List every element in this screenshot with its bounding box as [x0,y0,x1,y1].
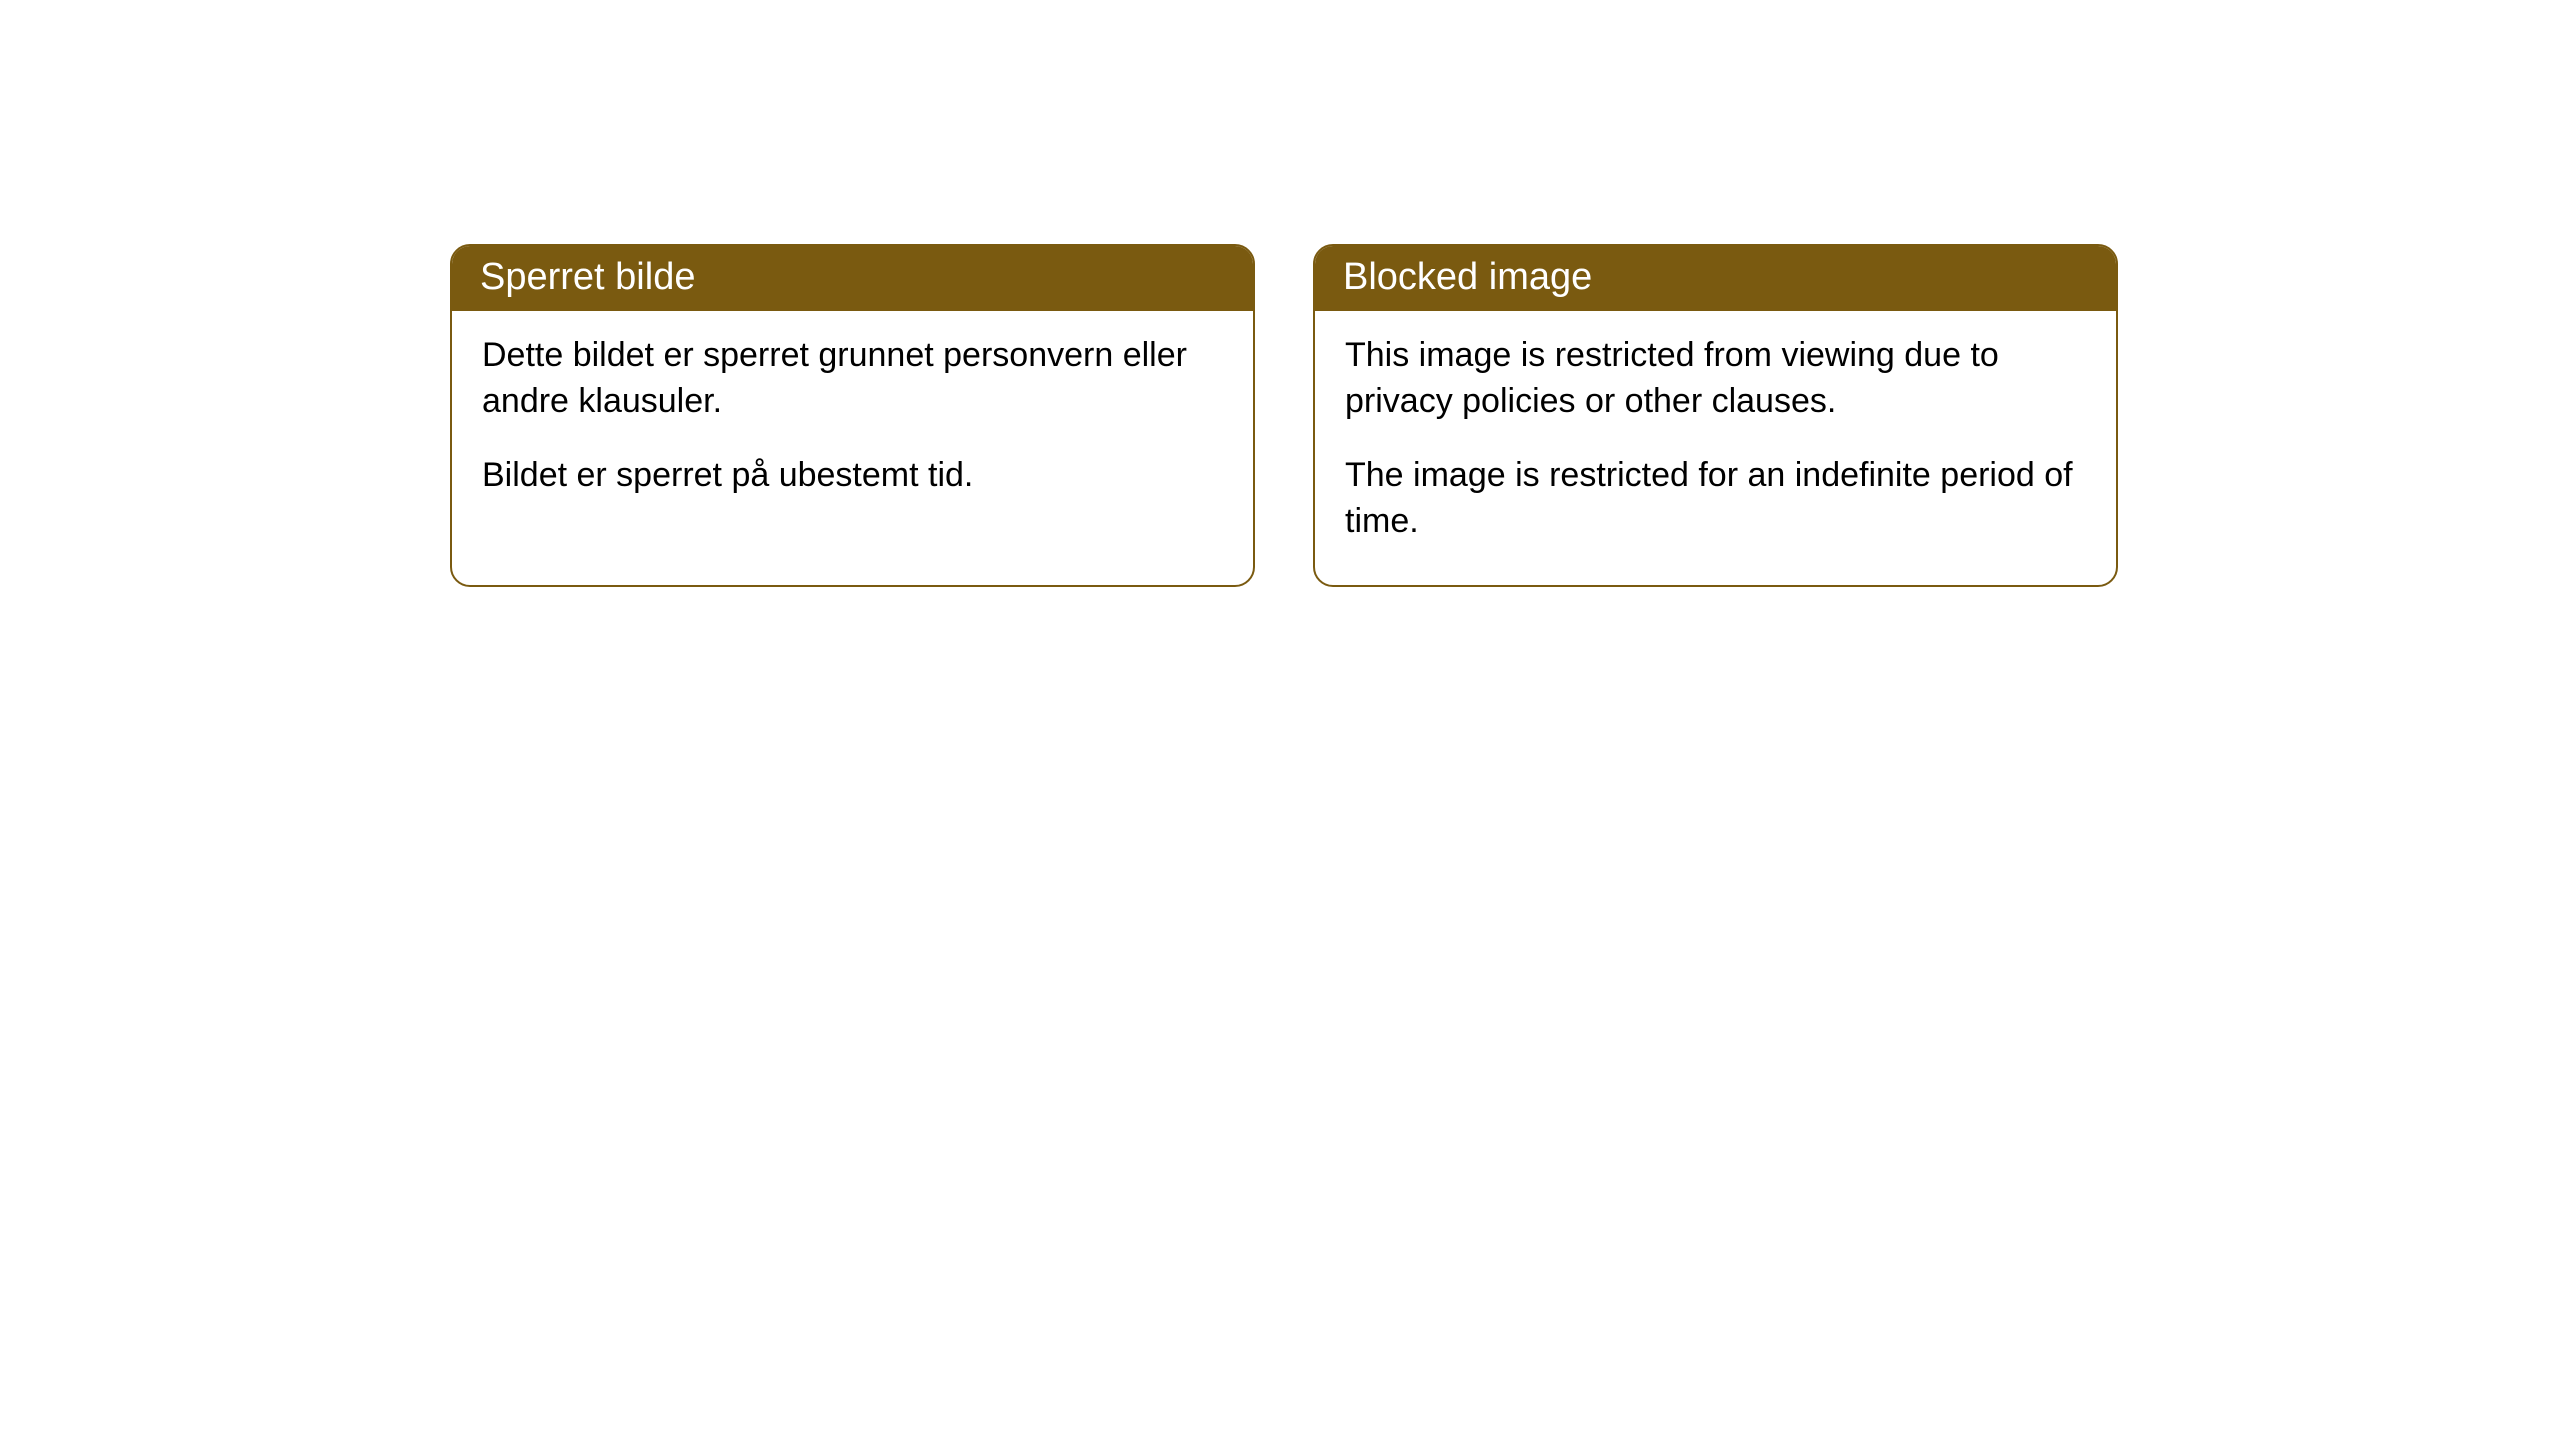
blocked-image-card-en: Blocked image This image is restricted f… [1313,244,2118,587]
card-title-en: Blocked image [1315,246,2116,311]
card-paragraph-1-no: Dette bildet er sperret grunnet personve… [482,333,1223,425]
notice-cards-container: Sperret bilde Dette bildet er sperret gr… [0,0,2560,587]
card-paragraph-1-en: This image is restricted from viewing du… [1345,333,2086,425]
card-paragraph-2-no: Bildet er sperret på ubestemt tid. [482,453,1223,499]
card-body-en: This image is restricted from viewing du… [1315,311,2116,585]
blocked-image-card-no: Sperret bilde Dette bildet er sperret gr… [450,244,1255,587]
card-body-no: Dette bildet er sperret grunnet personve… [452,311,1253,539]
card-paragraph-2-en: The image is restricted for an indefinit… [1345,453,2086,545]
card-title-no: Sperret bilde [452,246,1253,311]
